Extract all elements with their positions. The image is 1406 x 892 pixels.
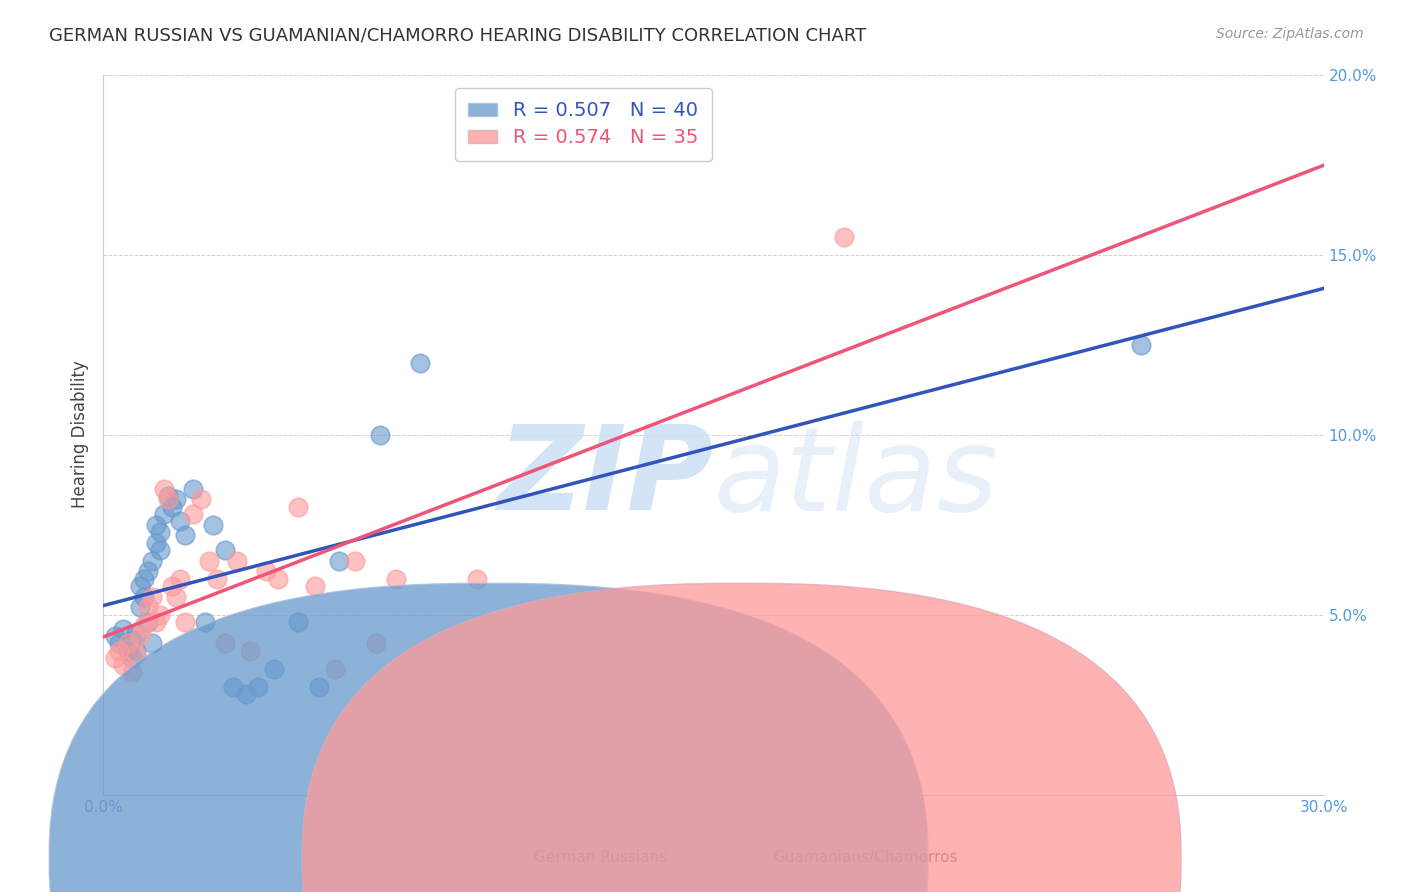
Point: [136, 615, 159, 629]
Point: [201, 517, 224, 532]
Point: [181, 507, 204, 521]
Point: [104, 629, 127, 643]
Point: [267, 572, 290, 586]
Point: [165, 590, 187, 604]
Point: [124, 625, 146, 640]
Point: [132, 572, 155, 586]
Point: [153, 507, 176, 521]
Point: [194, 615, 217, 629]
Point: [239, 643, 262, 657]
Point: [214, 542, 236, 557]
Point: [128, 579, 150, 593]
Point: [344, 554, 367, 568]
Point: [117, 636, 139, 650]
Point: [323, 662, 346, 676]
Point: [153, 482, 176, 496]
Point: [149, 607, 172, 622]
Point: [141, 636, 163, 650]
Point: [165, 492, 187, 507]
Point: [132, 618, 155, 632]
Point: [308, 680, 330, 694]
Text: atlas: atlas: [713, 421, 998, 535]
Point: [328, 554, 350, 568]
Point: [181, 482, 204, 496]
Point: [104, 651, 127, 665]
Point: [287, 615, 309, 629]
Point: [145, 615, 167, 629]
Y-axis label: Hearing Disability: Hearing Disability: [72, 360, 89, 508]
Point: [235, 687, 257, 701]
Point: [162, 500, 184, 514]
Point: [117, 643, 139, 657]
Text: GERMAN RUSSIAN VS GUAMANIAN/CHAMORRO HEARING DISABILITY CORRELATION CHART: GERMAN RUSSIAN VS GUAMANIAN/CHAMORRO HEA…: [49, 27, 866, 45]
Point: [254, 565, 277, 579]
Point: [1129, 337, 1152, 351]
Point: [149, 542, 172, 557]
Point: [108, 643, 131, 657]
Point: [124, 643, 146, 657]
Point: [157, 492, 180, 507]
Point: [149, 524, 172, 539]
Text: ZIP: ZIP: [498, 420, 713, 535]
Point: [136, 565, 159, 579]
Point: [205, 572, 228, 586]
Point: [304, 579, 326, 593]
Point: [162, 579, 184, 593]
Point: [136, 600, 159, 615]
Point: [214, 636, 236, 650]
Point: [128, 600, 150, 615]
Text: Guamanians/Chamorros: Guamanians/Chamorros: [773, 850, 957, 865]
Point: [132, 590, 155, 604]
Point: [121, 632, 143, 647]
Text: Source: ZipAtlas.com: Source: ZipAtlas.com: [1216, 27, 1364, 41]
Point: [145, 517, 167, 532]
Point: [169, 572, 191, 586]
Point: [226, 554, 249, 568]
Text: German Russians: German Russians: [534, 850, 668, 865]
Point: [364, 636, 387, 650]
Point: [246, 680, 269, 694]
Point: [222, 680, 245, 694]
Point: [124, 647, 146, 661]
Point: [198, 554, 221, 568]
Legend: R = 0.507   N = 40, R = 0.574   N = 35: R = 0.507 N = 40, R = 0.574 N = 35: [454, 87, 711, 161]
Point: [108, 636, 131, 650]
Point: [169, 514, 191, 528]
Point: [385, 572, 408, 586]
Point: [157, 489, 180, 503]
Point: [141, 590, 163, 604]
Point: [112, 622, 135, 636]
Point: [141, 554, 163, 568]
Point: [173, 615, 195, 629]
Point: [173, 528, 195, 542]
Point: [121, 665, 143, 680]
Point: [121, 651, 143, 665]
Point: [263, 662, 285, 676]
Point: [287, 500, 309, 514]
Point: [128, 629, 150, 643]
Point: [190, 492, 212, 507]
Point: [145, 535, 167, 549]
Point: [112, 658, 135, 673]
Point: [467, 572, 489, 586]
Point: [832, 229, 855, 244]
Point: [409, 355, 432, 369]
Point: [368, 427, 391, 442]
